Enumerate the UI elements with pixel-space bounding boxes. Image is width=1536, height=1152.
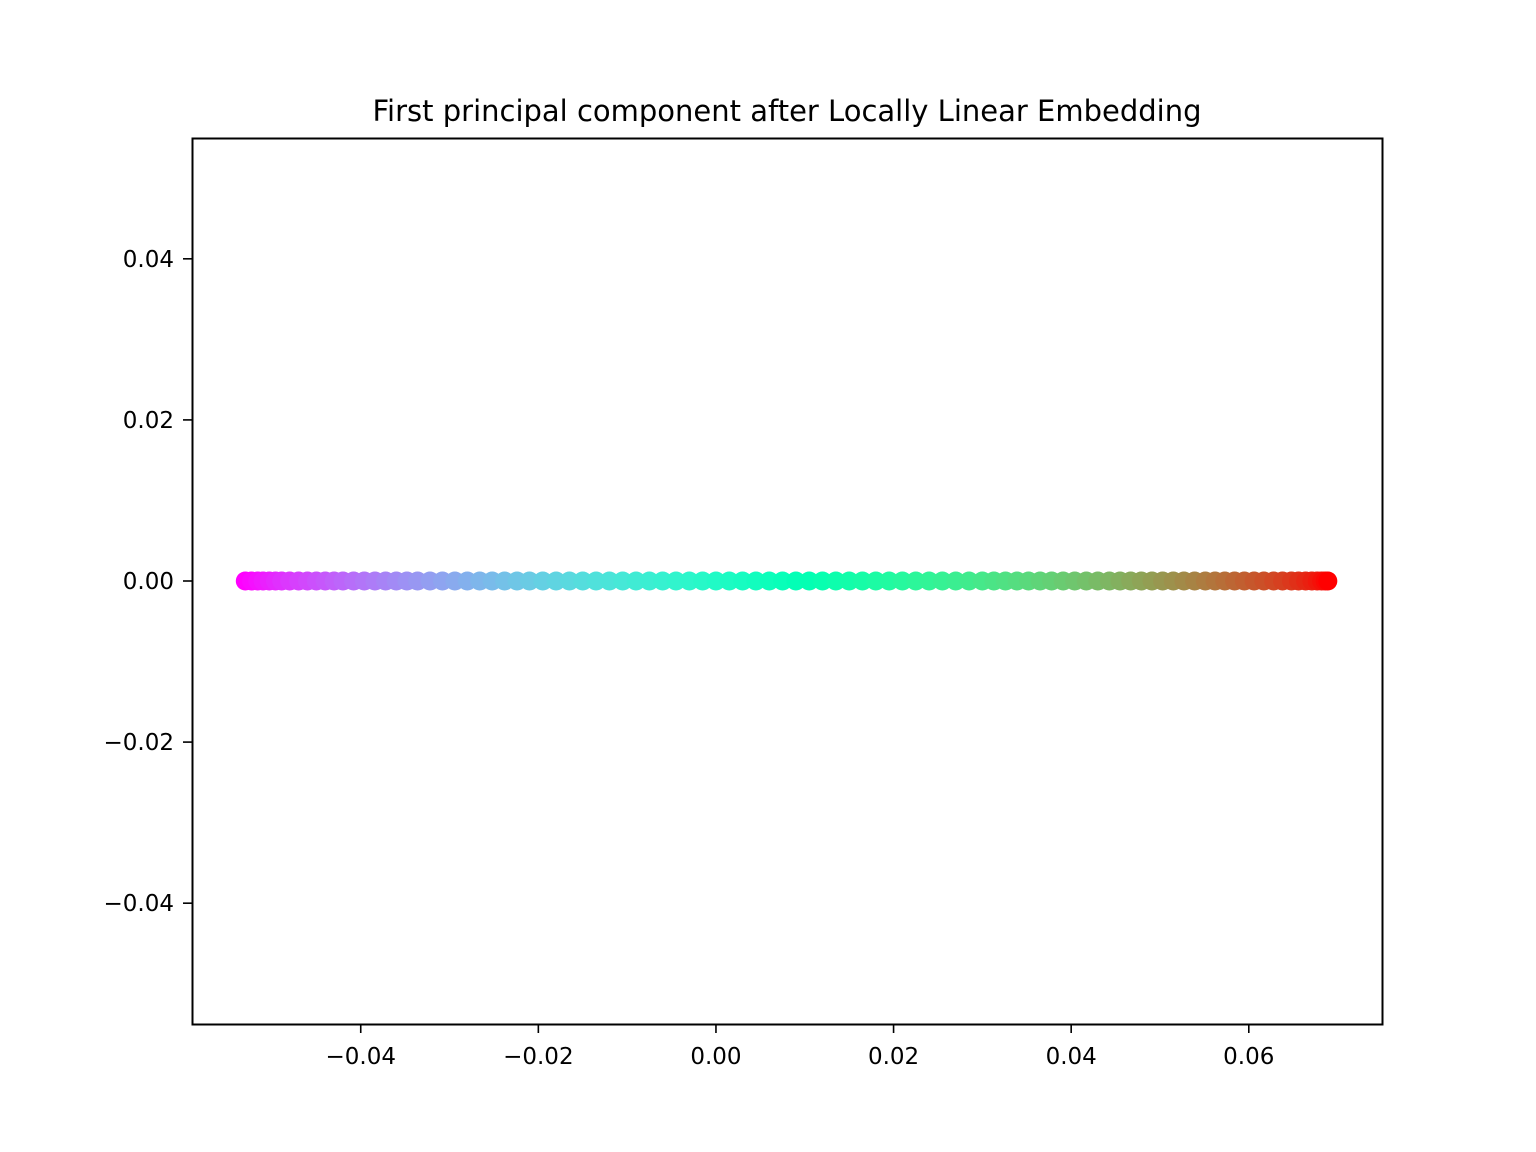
plot-frame: [191, 137, 1384, 1026]
scatter-point: [639, 571, 659, 591]
scatter-point: [786, 571, 806, 591]
scatter-point: [533, 571, 553, 591]
x-tick-label: 0.06: [1223, 1044, 1274, 1070]
scatter-point: [813, 571, 833, 591]
scatter-point: [706, 571, 726, 591]
scatter-point: [906, 571, 926, 591]
scatter-point: [613, 571, 633, 591]
y-tick-label: −0.02: [104, 730, 174, 756]
scatter-point: [773, 571, 793, 591]
scatter-point: [573, 571, 593, 591]
scatter-point: [626, 571, 646, 591]
scatter-point: [653, 571, 673, 591]
scatter-point: [946, 571, 966, 591]
scatter-point: [892, 571, 912, 591]
scatter-point: [852, 571, 872, 591]
scatter-point: [559, 571, 579, 591]
scatter-point: [932, 571, 952, 591]
y-tick-label: −0.04: [104, 891, 174, 917]
scatter-point: [879, 571, 899, 591]
scatter-point: [586, 571, 606, 591]
scatter-point: [519, 571, 539, 591]
scatter-point: [693, 571, 713, 591]
scatter-point: [866, 571, 886, 591]
scatter-point: [1318, 571, 1338, 591]
chart-title: First principal component after Locally …: [372, 94, 1201, 128]
scatter-point: [719, 571, 739, 591]
scatter-point: [826, 571, 846, 591]
x-axis: −0.04 −0.02 0.00 0.02 0.04 0.06: [325, 1024, 1274, 1070]
scatter-point: [666, 571, 686, 591]
scatter-points: [235, 571, 1338, 591]
y-tick-label: 0.02: [123, 408, 174, 434]
x-tick-label: 0.04: [1046, 1044, 1097, 1070]
y-axis: 0.04 0.02 0.00 −0.02 −0.04: [104, 247, 192, 917]
scatter-point: [733, 571, 753, 591]
scatter-point: [746, 571, 766, 591]
x-tick-label: −0.04: [325, 1044, 395, 1070]
y-tick-label: 0.00: [123, 569, 174, 595]
scatter-point: [799, 571, 819, 591]
scatter-point: [839, 571, 859, 591]
scatter-point: [759, 571, 779, 591]
scatter-point: [959, 571, 979, 591]
scatter-point: [546, 571, 566, 591]
scatter-point: [599, 571, 619, 591]
x-tick-label: −0.02: [503, 1044, 573, 1070]
x-tick-label: 0.02: [868, 1044, 919, 1070]
scatter-point: [679, 571, 699, 591]
y-tick-label: 0.04: [123, 247, 174, 273]
x-tick-label: 0.00: [690, 1044, 741, 1070]
scatter-point: [919, 571, 939, 591]
